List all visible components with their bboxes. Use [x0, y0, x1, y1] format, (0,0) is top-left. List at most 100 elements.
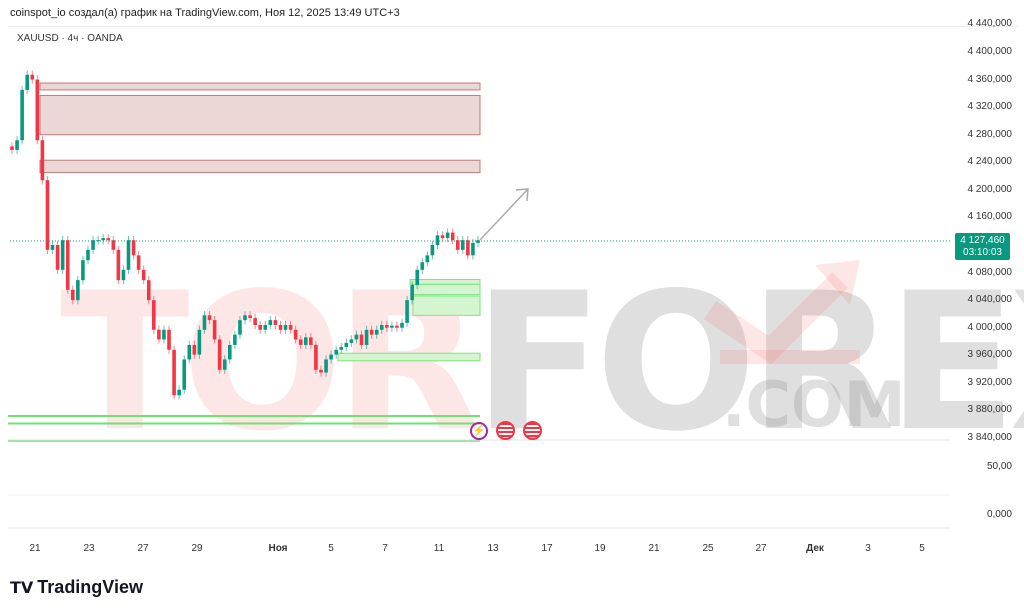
candle [435, 235, 440, 246]
indicator-tick: 0,000 [986, 509, 1012, 520]
candle [141, 269, 146, 281]
candle [157, 329, 161, 340]
candle [233, 334, 237, 345]
event-lightning-icon[interactable]: ⚡ [470, 422, 488, 440]
candle [329, 354, 333, 360]
candle [430, 245, 435, 256]
us-flag-event-icon[interactable] [523, 421, 542, 440]
candle [121, 269, 126, 281]
candle [445, 232, 450, 239]
date-tick: 11 [433, 543, 445, 554]
candle [192, 344, 197, 355]
candle [35, 79, 40, 141]
candle [298, 339, 303, 345]
last-price: 4 127,460 [960, 235, 1005, 246]
candle [466, 240, 470, 256]
chart-frame [8, 26, 1018, 567]
candle [324, 359, 328, 373]
candle [283, 324, 288, 330]
candle [369, 329, 374, 335]
candle [70, 289, 75, 301]
candle [390, 325, 394, 328]
candle [314, 344, 318, 370]
date-tick: 7 [382, 543, 388, 554]
candle [273, 320, 278, 325]
candle [167, 329, 171, 350]
candle [243, 315, 247, 321]
price-tick: 3 880,000 [967, 404, 1013, 416]
candle [162, 329, 166, 340]
date-tick: 23 [83, 543, 95, 554]
price-tick: 4 160,000 [967, 211, 1013, 223]
candle [116, 249, 121, 281]
tradingview-logo[interactable]: 𝗧𝗩 TradingView [10, 577, 143, 598]
demand-zone [412, 295, 481, 316]
price-tick: 4 400,000 [967, 46, 1013, 57]
candle [278, 324, 283, 330]
candle [55, 245, 60, 270]
candle [476, 240, 480, 243]
date-tick: 27 [137, 543, 149, 554]
candle [450, 232, 455, 241]
candle [146, 280, 151, 301]
candle [177, 389, 181, 396]
candle [359, 334, 364, 345]
price-chart[interactable] [0, 0, 950, 540]
price-tick: 4 080,000 [967, 266, 1013, 278]
candle [60, 240, 65, 270]
bar-countdown: 03:10:03 [963, 247, 1002, 258]
demand-zone [337, 352, 481, 362]
candle [207, 315, 212, 321]
price-tick: 4 440,000 [967, 18, 1013, 30]
date-tick: 19 [594, 543, 606, 554]
date-tick: 3 [865, 543, 871, 554]
candle [202, 315, 207, 330]
candle [248, 315, 252, 319]
candle [364, 329, 369, 345]
candle [410, 284, 414, 301]
candle [91, 240, 95, 250]
candle [354, 334, 359, 340]
candle [197, 329, 202, 355]
date-tick: 27 [755, 543, 767, 554]
candle [425, 255, 430, 263]
price-tick: 4 200,000 [967, 183, 1013, 195]
date-tick: 5 [328, 543, 334, 554]
us-flag-event-icon[interactable] [496, 421, 515, 440]
date-tick: 13 [487, 543, 499, 554]
demand-zone [412, 283, 481, 296]
candle [334, 349, 338, 355]
watermark-arrow-icon [703, 260, 860, 365]
candle [288, 324, 293, 330]
watermark-gray: FOREX [473, 252, 1024, 473]
candle [20, 89, 24, 141]
candle [106, 238, 111, 241]
price-tick: 4 240,000 [967, 156, 1013, 168]
candle [471, 242, 475, 256]
candle [187, 344, 192, 360]
candle [86, 249, 90, 261]
candle [76, 280, 80, 301]
date-tick: 29 [191, 543, 203, 554]
candle [455, 240, 460, 250]
last-price-tag: 4 127,460 03:10:03 [955, 233, 1010, 260]
candle [172, 349, 176, 396]
candle [15, 140, 19, 150]
date-tick: 21 [648, 543, 660, 554]
symbol-label[interactable]: XAUUSD · 4ч · OANDA [17, 33, 123, 44]
price-tick: 4 040,000 [967, 294, 1013, 306]
candle [111, 240, 116, 250]
candle [374, 329, 379, 335]
candle [339, 347, 344, 350]
candle [50, 245, 55, 250]
candle [349, 339, 354, 343]
indicator-tick: 50,00 [986, 461, 1012, 472]
candle [395, 325, 399, 328]
candle [126, 240, 131, 270]
candle [228, 344, 232, 360]
date-tick: Дек [806, 543, 824, 554]
candle [385, 324, 389, 328]
demand-zone [409, 278, 481, 285]
candle [45, 180, 50, 250]
candle [40, 140, 45, 181]
